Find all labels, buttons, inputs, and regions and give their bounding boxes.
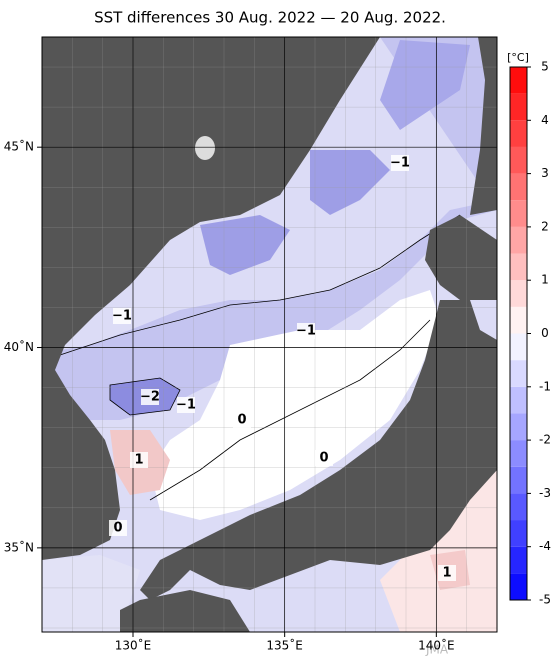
- colorbar: 5 4 3 2 1 0 -1 -2 -3 -4 -5: [509, 60, 551, 607]
- colorbar-segment: [510, 440, 527, 467]
- x-tick-label: 140˚E: [418, 638, 455, 653]
- contour-label: 0: [237, 413, 246, 428]
- contour-label-bg: [141, 389, 159, 405]
- colorbar-unit: [°C]: [507, 51, 529, 64]
- colorbar-tick-label: -2: [539, 433, 551, 447]
- sst-patch: [380, 40, 470, 130]
- colorbar-tick-label: 1: [541, 273, 549, 287]
- contour-label: −2: [140, 390, 160, 405]
- colorbar-segment: [510, 67, 527, 94]
- sst-patch: [42, 37, 497, 420]
- colorbar-segment: [510, 520, 527, 547]
- colorbar-tick-label: -3: [539, 486, 551, 500]
- colorbar-segment: [510, 253, 527, 281]
- colorbar-segment: [510, 573, 527, 600]
- y-tick-label: 40˚N: [4, 339, 34, 354]
- colorbar-segment: [510, 280, 527, 307]
- sst-patch: [200, 215, 290, 275]
- colorbar-tick-label: 5: [541, 60, 549, 74]
- map-title: SST differences 30 Aug. 2022 — 20 Aug. 2…: [94, 9, 446, 27]
- contour-label: −1: [296, 324, 316, 339]
- grid: [42, 37, 497, 632]
- sst-patch: [310, 150, 390, 215]
- colorbar-segment: [510, 493, 527, 521]
- contour-label: 0: [319, 451, 328, 466]
- colorbar-segment: [510, 546, 527, 574]
- land-mass: [120, 590, 250, 632]
- colorbar-segment: [510, 333, 527, 361]
- colorbar-segment: [510, 146, 527, 174]
- colorbar-segment: [510, 173, 527, 201]
- colorbar-segment: [510, 120, 527, 147]
- colorbar-segment: [510, 386, 527, 414]
- colorbar-tick-label: 4: [541, 113, 549, 127]
- colorbar-segment: [510, 200, 527, 227]
- colorbar-tick-label: 2: [541, 219, 549, 233]
- contour-label-bg: [391, 155, 409, 171]
- colorbar-tick-label: 3: [541, 166, 549, 180]
- contour-label-bg: [315, 450, 333, 466]
- contour-label-bg: [113, 308, 131, 324]
- land-mass: [140, 300, 497, 600]
- contour-label: −1: [390, 156, 410, 171]
- contour-line: [149, 319, 431, 501]
- map-area: [42, 37, 497, 632]
- colorbar-tick-label: -1: [539, 379, 551, 393]
- lake: [195, 136, 215, 160]
- land-mass: [425, 215, 497, 300]
- contour-label-bg: [109, 520, 127, 536]
- colorbar-segment: [510, 93, 527, 121]
- colorbar-segment: [510, 466, 527, 494]
- contour-label-bg: [233, 412, 251, 428]
- colorbar-tick-label: -5: [539, 593, 551, 607]
- land: [42, 37, 497, 632]
- contour-label-bg: [177, 397, 195, 413]
- colorbar-segment: [510, 360, 527, 387]
- colorbar-segment: [510, 413, 527, 441]
- contour-label-bg: [130, 452, 148, 468]
- y-tick-label: 35˚N: [4, 539, 34, 554]
- colorbar-tick-label: -4: [539, 539, 551, 553]
- colorbar-tick-label: 0: [541, 326, 549, 340]
- contour-label-bg: [438, 565, 456, 581]
- land-mass: [470, 37, 497, 215]
- x-tick-label: 135˚E: [266, 638, 303, 653]
- x-tick-label: 130˚E: [115, 638, 152, 653]
- contour-label: −1: [112, 309, 132, 324]
- y-tick-label: 45˚N: [4, 139, 34, 154]
- map-frame: [41, 36, 498, 633]
- colorbar-segment: [510, 306, 527, 334]
- contour-label: 1: [134, 453, 143, 468]
- sst-patch: [380, 470, 497, 632]
- contour-label: −1: [176, 398, 196, 413]
- colorbar-segment: [510, 226, 527, 254]
- sst-patch: [42, 555, 140, 632]
- land-mass: [42, 37, 380, 560]
- contour-label-bg: [297, 323, 315, 339]
- contour-label: 0: [113, 521, 122, 536]
- credit: JMA: [425, 643, 449, 657]
- contour-line: [59, 214, 461, 356]
- contour-label: 1: [442, 566, 451, 581]
- contour-line: [109, 377, 181, 416]
